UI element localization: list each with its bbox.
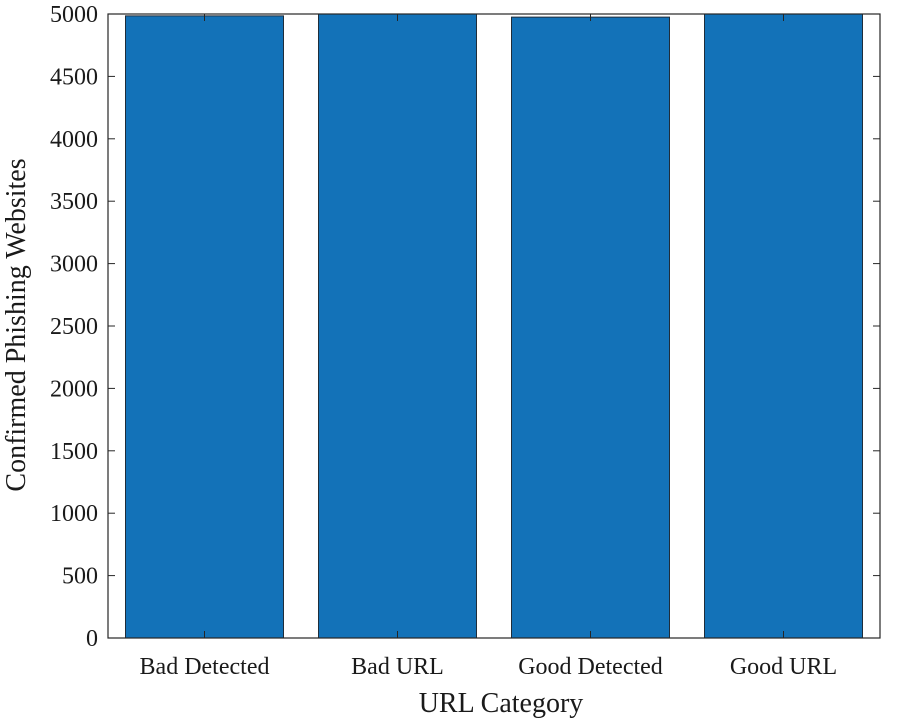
y-tick-label: 1000 — [50, 501, 98, 527]
y-axis-title: Confirmed Phishing Websites — [1, 158, 32, 491]
bars-layer — [125, 13, 863, 639]
y-tick-label: 1500 — [50, 439, 98, 465]
y-tick-label: 2500 — [50, 314, 98, 340]
y-tick-label: 500 — [62, 564, 98, 590]
y-tick-label: 4000 — [50, 127, 98, 153]
tick-labels-layer: Bad Detected Bad URL Good Detected Good URL… — [50, 2, 837, 680]
y-tick-label: 2000 — [50, 376, 98, 402]
x-tick-label: Bad URL — [351, 654, 444, 680]
x-axis-title: URL Category — [419, 688, 584, 719]
bar-good-detected — [511, 16, 670, 639]
x-tick-label: Good Detected — [518, 654, 663, 680]
y-tick-label: 0 — [86, 626, 98, 652]
bar-good-url — [704, 13, 863, 639]
x-tick-label: Bad Detected — [140, 654, 270, 680]
y-tick-label: 4500 — [50, 64, 98, 90]
ticks-layer — [108, 13, 880, 639]
x-tick-label: Good URL — [730, 654, 837, 680]
y-tick-label: 3000 — [50, 252, 98, 278]
y-tick-label: 5000 — [50, 2, 98, 28]
y-tick-label: 3500 — [50, 189, 98, 215]
bar-bad-detected — [125, 15, 284, 639]
bar-bad-url — [318, 13, 477, 639]
